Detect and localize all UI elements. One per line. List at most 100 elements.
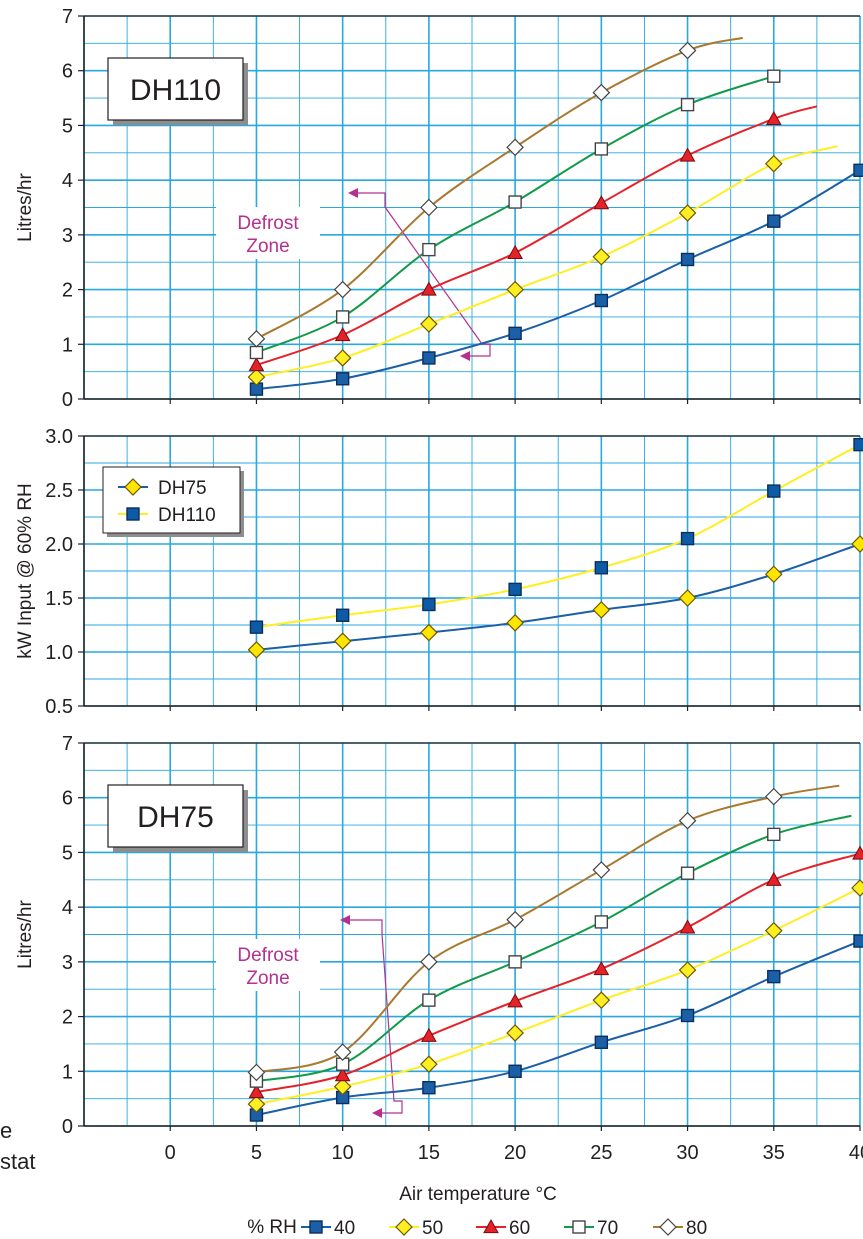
data-point [509, 327, 521, 339]
legend-marker [127, 508, 139, 520]
y-tick-label: 6 [62, 788, 73, 810]
data-point [337, 609, 349, 621]
data-point [508, 994, 522, 1007]
y-axis-label: Litres/hr [15, 173, 36, 242]
data-point [680, 813, 696, 829]
y-tick-label: 7 [62, 6, 73, 28]
x-axis-label: Air temperature °C [399, 1184, 557, 1205]
data-point [337, 373, 349, 385]
data-point [508, 246, 522, 259]
data-point [682, 533, 694, 545]
data-point [766, 923, 782, 939]
y-tick-label: 4 [62, 897, 73, 919]
chart-panel-3: 012345670510152025303540Litres/hrDH75Def… [15, 733, 863, 1164]
data-point [682, 1009, 694, 1021]
data-point [250, 346, 262, 358]
y-tick-label: 1.5 [45, 588, 73, 610]
data-point [335, 633, 351, 649]
data-point [423, 598, 435, 610]
data-point [852, 536, 863, 552]
legend-marker [660, 1219, 676, 1235]
data-point [423, 1082, 435, 1094]
x-tick-label: 0 [165, 1142, 176, 1164]
data-point [767, 112, 781, 125]
defrost-bracket [354, 193, 490, 356]
y-tick-label: 6 [62, 61, 73, 83]
defrost-arrow-left-top [348, 188, 358, 198]
y-axis-label: kW Input @ 60% RH [15, 483, 36, 659]
y-tick-label: 5 [62, 115, 73, 137]
data-point [854, 439, 863, 451]
data-point [423, 352, 435, 364]
data-point [421, 316, 437, 332]
x-tick-label: 40 [849, 1142, 863, 1164]
series-line [256, 38, 742, 339]
data-point [768, 215, 780, 227]
legend-label: 70 [597, 1218, 618, 1239]
legend-marker [396, 1219, 412, 1235]
x-tick-label: 10 [332, 1142, 354, 1164]
y-tick-label: 1 [62, 1061, 73, 1083]
data-point [681, 920, 695, 933]
data-point [682, 867, 694, 879]
data-point [681, 149, 695, 162]
y-tick-label: 4 [62, 170, 73, 192]
y-axis-label: Litres/hr [15, 900, 36, 969]
data-point [593, 602, 609, 618]
legend-label: 40 [334, 1218, 355, 1239]
y-tick-label: 5 [62, 842, 73, 864]
data-point [680, 590, 696, 606]
data-point [337, 311, 349, 323]
data-point [767, 873, 781, 886]
data-point [768, 971, 780, 983]
x-tick-label: 25 [590, 1142, 612, 1164]
data-point [421, 625, 437, 641]
data-point [507, 282, 523, 298]
legend-marker [573, 1221, 585, 1233]
chart-panel-2: 0.5 1.0 1.5 2.0 2.5 3.0 kW Input @ 60% RH DH75 D… [15, 426, 863, 718]
y-tick-label: 7 [62, 733, 73, 755]
data-point [595, 143, 607, 155]
data-point [595, 916, 607, 928]
data-point [682, 99, 694, 111]
x-tick-label: 20 [504, 1142, 526, 1164]
y-tick-label: 3 [62, 225, 73, 247]
cropped-side-text-2: stat [0, 1149, 35, 1175]
y-tick-label: 3.0 [45, 426, 73, 448]
data-point [595, 1036, 607, 1048]
y-tick-label: 1.0 [45, 642, 73, 664]
x-tick-label: 5 [251, 1142, 262, 1164]
data-point [421, 1056, 437, 1072]
panel-title: DH110 [130, 74, 221, 107]
data-point [336, 328, 350, 341]
data-point [768, 485, 780, 497]
y-tick-label: 0 [62, 1116, 73, 1138]
series-line [256, 816, 851, 1081]
data-point [423, 244, 435, 256]
data-point [680, 42, 696, 58]
data-point [854, 935, 863, 947]
cropped-side-text-1: e [0, 1118, 12, 1144]
data-point [766, 156, 782, 172]
data-point [250, 621, 262, 633]
x-tick-label: 15 [418, 1142, 440, 1164]
y-tick-label: 2 [62, 1007, 73, 1029]
x-tick-label: 30 [676, 1142, 698, 1164]
y-tick-label: 2.0 [45, 534, 73, 556]
y-tick-label: 2 [62, 280, 73, 302]
data-point [594, 962, 608, 975]
data-point [682, 253, 694, 265]
data-point [593, 862, 609, 878]
data-point [248, 642, 264, 658]
legend-label: 80 [686, 1218, 707, 1239]
y-tick-label: 0.5 [45, 696, 73, 718]
data-point [335, 350, 351, 366]
data-point [768, 828, 780, 840]
series-80 [248, 786, 839, 1081]
data-point [680, 962, 696, 978]
x-tick-label: 35 [763, 1142, 785, 1164]
data-point [509, 956, 521, 968]
data-point [509, 196, 521, 208]
